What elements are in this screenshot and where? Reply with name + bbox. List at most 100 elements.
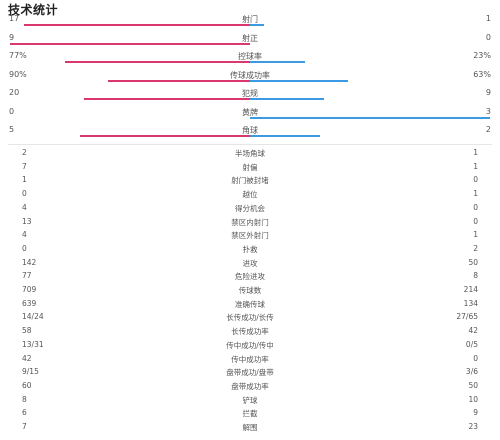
away-value: 9 (485, 88, 491, 97)
away-value: 0 (473, 202, 478, 212)
away-bar (250, 24, 264, 26)
home-value: 9/15 (22, 367, 39, 377)
away-value: 0 (485, 32, 491, 42)
away-value: 134 (463, 298, 478, 308)
away-value: 8 (473, 271, 478, 281)
page-title: 技术统计 (8, 3, 59, 17)
home-value: 0 (22, 189, 27, 199)
away-value: 63% (473, 69, 491, 79)
away-value: 1 (473, 230, 478, 240)
stat-table-row: 7 射偏 1 (0, 160, 500, 174)
stat-table-row: 0 越位 1 (0, 187, 500, 201)
stat-label: 射门被封堵 (231, 176, 269, 186)
home-value: 90% (9, 69, 27, 79)
away-value: 1 (473, 148, 478, 157)
stat-label: 传球数 (238, 286, 262, 295)
stat-label: 扑救 (242, 244, 258, 254)
home-value: 142 (22, 257, 37, 267)
stat-label: 得分机会 (235, 203, 265, 213)
home-bar (84, 98, 250, 100)
stat-label: 传中成功率 (231, 354, 269, 364)
home-value: 5 (9, 125, 15, 134)
stat-table-row: 77 危险进攻 8 (0, 269, 500, 283)
home-bar (108, 79, 250, 82)
away-value: 1 (473, 189, 478, 199)
stat-bar-row: 17 射门 1 (0, 14, 500, 32)
home-value: 1 (22, 175, 27, 185)
home-bar (10, 42, 250, 45)
stat-label: 长传成功/长传 (226, 313, 274, 323)
away-value: 3/6 (465, 367, 478, 377)
away-value: 23% (473, 51, 491, 60)
away-value: 50 (468, 380, 478, 390)
away-bar (250, 61, 305, 63)
stat-table-row: 639 准确传球 134 (0, 297, 500, 311)
stat-table-row: 42 传中成功率 0 (0, 352, 500, 366)
away-value: 1 (485, 14, 491, 23)
stat-label: 犯规 (242, 89, 258, 98)
away-value: 27/65 (456, 312, 478, 322)
stat-bar-row: 9 射正 0 (0, 33, 500, 51)
home-value: 77 (22, 271, 32, 281)
stat-label: 铲球 (242, 395, 258, 405)
stat-table-row: 2 半场角球 1 (0, 146, 500, 160)
home-bar (80, 135, 250, 137)
away-value: 23 (468, 422, 478, 431)
stat-label: 盘带成功率 (231, 381, 269, 391)
away-bar (250, 79, 348, 82)
stat-table-row: 14/24 长传成功/长传 27/65 (0, 310, 500, 324)
stat-label: 长传成功率 (231, 327, 269, 337)
away-bar (250, 135, 320, 137)
home-value: 42 (22, 353, 32, 363)
stat-label: 传球成功率 (230, 70, 270, 80)
stat-table-row: 1 射门被封堵 0 (0, 173, 500, 187)
home-value: 17 (9, 14, 20, 23)
stat-table-row: 7 解围 23 (0, 420, 500, 434)
stat-table-row: 4 禁区外射门 1 (0, 228, 500, 242)
stat-label: 准确传球 (235, 299, 265, 309)
stat-label: 黄牌 (242, 107, 258, 117)
away-bar (250, 116, 490, 119)
stat-bar-row: 0 黄牌 3 (0, 107, 500, 125)
away-value: 0 (473, 175, 478, 185)
stat-table-row: 58 长传成功率 42 (0, 324, 500, 338)
away-value: 0 (473, 353, 478, 363)
home-value: 20 (9, 88, 20, 97)
stat-table-row: 9/15 盘带成功/盘带 3/6 (0, 365, 500, 379)
away-value: 50 (468, 257, 478, 267)
away-bar (250, 98, 324, 100)
home-value: 77% (9, 51, 27, 60)
stat-label: 控球率 (238, 52, 262, 61)
home-value: 60 (22, 380, 32, 390)
stat-label: 射偏 (242, 162, 258, 172)
stat-bar-row: 5 角球 2 (0, 125, 500, 143)
home-value: 4 (22, 230, 27, 240)
stat-label: 危险进攻 (235, 272, 265, 282)
stat-label: 禁区内射门 (231, 217, 269, 227)
stat-table-row: 0 扑救 2 (0, 242, 500, 256)
stat-label: 传中成功/传中 (226, 340, 274, 350)
away-value: 2 (485, 125, 491, 134)
stat-label: 进攻 (242, 258, 258, 268)
away-value: 2 (473, 243, 478, 253)
stat-table-row: 4 得分机会 0 (0, 201, 500, 215)
home-value: 6 (22, 408, 27, 418)
stat-table-row: 13/31 传中成功/传中 0/5 (0, 338, 500, 352)
stat-label: 越位 (242, 190, 258, 200)
stat-label: 盘带成功/盘带 (226, 368, 274, 378)
home-value: 13/31 (22, 339, 44, 349)
home-bar (24, 24, 250, 26)
stat-bar-row: 90% 传球成功率 63% (0, 70, 500, 88)
home-value: 709 (22, 285, 37, 294)
away-value: 0 (473, 216, 478, 226)
stat-label: 禁区外射门 (231, 231, 269, 241)
stat-table-row: 13 禁区内射门 0 (0, 215, 500, 229)
stat-table-row: 8 铲球 10 (0, 393, 500, 407)
stat-label: 拦截 (242, 409, 258, 419)
home-value: 7 (22, 422, 27, 431)
stat-bar-row: 77% 控球率 23% (0, 51, 500, 69)
stat-label: 半场角球 (235, 149, 265, 158)
home-value: 4 (22, 202, 27, 212)
stat-label: 射正 (242, 33, 258, 43)
stat-label: 解围 (242, 423, 258, 432)
